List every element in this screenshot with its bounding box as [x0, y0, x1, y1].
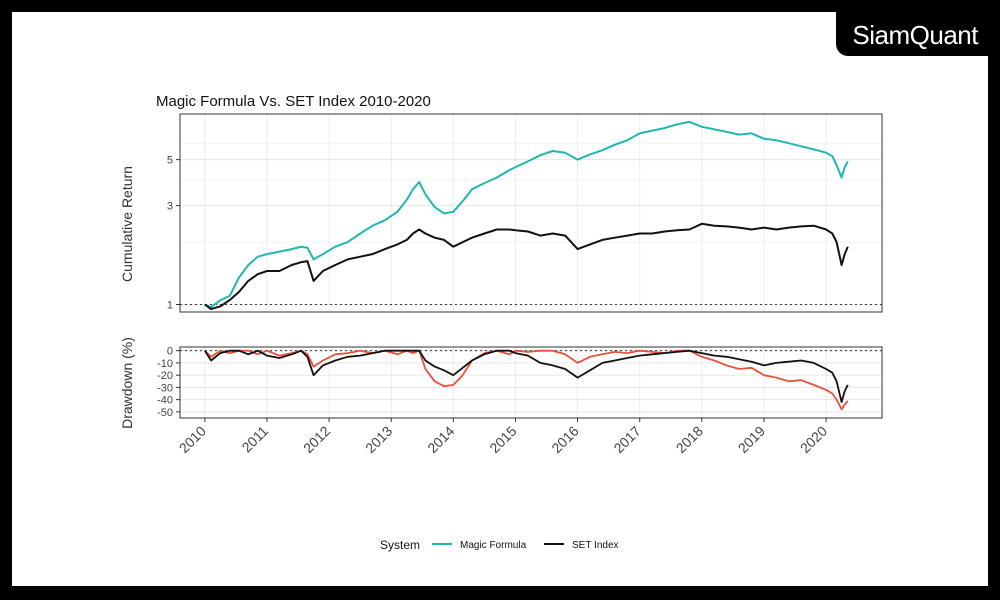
bottom-y-ticks: 0-10-20-30-40-50 [157, 346, 180, 419]
x-tick-label: 2017 [610, 423, 643, 456]
x-tick-label: 2012 [300, 423, 333, 456]
legend: System Magic Formula SET Index [380, 538, 619, 552]
x-tick-label: 2014 [424, 423, 457, 456]
figure-canvas: SiamQuant Magic Formula Vs. SET Index 20… [12, 12, 988, 586]
top-y-ticks: 1 3 5 [167, 155, 180, 311]
bottom-y-tick-label: -10 [157, 358, 173, 370]
series-line-set-index [204, 222, 849, 311]
bottom-series [180, 349, 882, 411]
bottom-y-tick-label: -30 [157, 382, 173, 394]
chart-title: Magic Formula Vs. SET Index 2010-2020 [156, 93, 431, 110]
chart-figure: Magic Formula Vs. SET Index 2010-2020 1 3… [119, 93, 883, 552]
x-tick-label: 2020 [797, 423, 830, 456]
drawdown-line-set-index [204, 349, 849, 404]
x-tick-label: 2011 [238, 423, 271, 456]
x-tick-label: 2013 [362, 423, 395, 456]
x-tick-label: 2015 [486, 423, 519, 456]
top-y-tick-label: 3 [167, 201, 173, 213]
bottom-panel-border [179, 346, 883, 419]
top-y-tick-label: 5 [167, 155, 173, 167]
x-ticks: 2010 2011 2012 2013 2014 2015 2016 2017 2018 2019… [176, 418, 830, 456]
top-y-tick-label: 1 [167, 299, 173, 311]
bottom-y-tick-label: -40 [157, 395, 173, 407]
top-panel-border [179, 113, 883, 313]
brand-logo-text: SiamQuant [852, 20, 978, 50]
legend-label-set: SET Index [572, 540, 619, 551]
bottom-y-axis-label: Drawdown (%) [119, 337, 135, 429]
top-grid [180, 114, 882, 312]
top-y-axis-label: Cumulative Return [119, 166, 135, 282]
series-line-magic-formula [204, 120, 849, 309]
x-tick-label: 2018 [673, 423, 706, 456]
x-tick-label: 2010 [176, 423, 209, 456]
legend-title: System [380, 538, 420, 552]
legend-label-magic: Magic Formula [460, 540, 527, 551]
bottom-y-tick-label: -50 [157, 407, 173, 419]
drawdown-line-magic-formula [204, 349, 849, 411]
top-series [180, 120, 882, 311]
bottom-y-tick-label: -20 [157, 370, 173, 382]
bottom-y-tick-label: 0 [167, 346, 173, 358]
x-tick-label: 2016 [548, 423, 581, 456]
x-tick-label: 2019 [735, 423, 768, 456]
brand-logo: SiamQuant [836, 12, 988, 56]
